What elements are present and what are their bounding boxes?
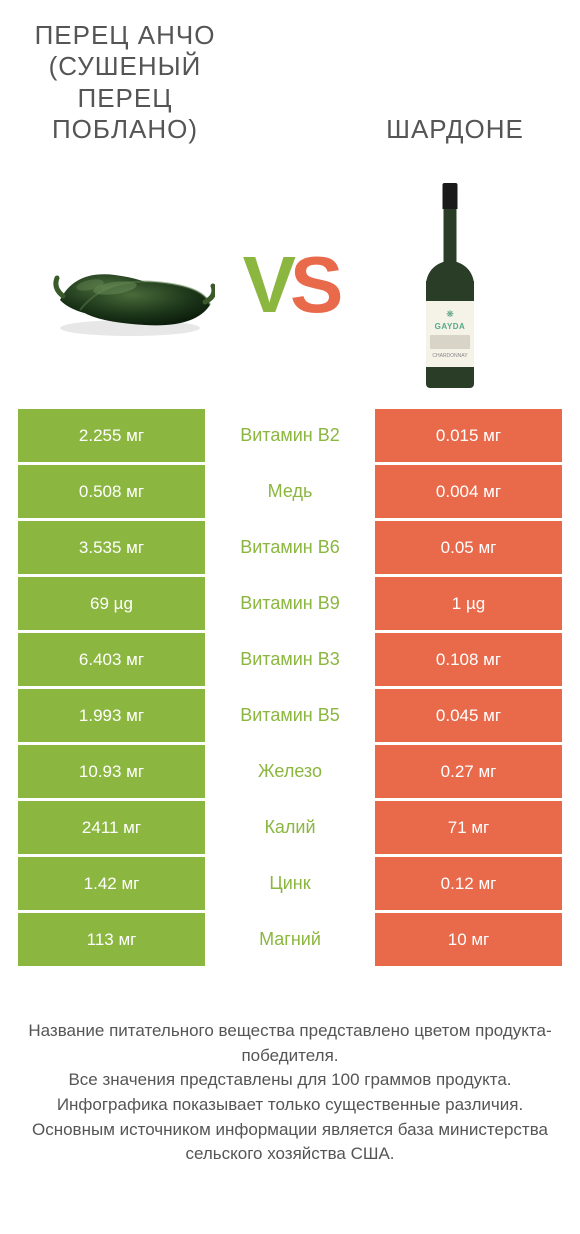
- footer-line-4: Основным источником информации является …: [24, 1118, 556, 1167]
- footer-notes: Название питательного вещества представл…: [0, 969, 580, 1167]
- right-product-image: ❋ GAYDA CHARDONNAY: [350, 183, 550, 388]
- table-row: 6.403 мгВитамин B30.108 мг: [18, 633, 562, 689]
- table-row: 10.93 мгЖелезо0.27 мг: [18, 745, 562, 801]
- vs-v: V: [243, 240, 290, 329]
- right-value-cell: 0.05 мг: [375, 521, 562, 574]
- right-product-title: Шардоне: [350, 114, 560, 175]
- left-value-cell: 3.535 мг: [18, 521, 205, 574]
- left-value-cell: 6.403 мг: [18, 633, 205, 686]
- nutrient-name-cell: Калий: [205, 801, 375, 854]
- right-value-cell: 10 мг: [375, 913, 562, 966]
- table-row: 0.508 мгМедь0.004 мг: [18, 465, 562, 521]
- wine-bottle-icon: ❋ GAYDA CHARDONNAY: [423, 183, 478, 388]
- left-value-cell: 1.42 мг: [18, 857, 205, 910]
- nutrient-name-cell: Витамин B2: [205, 409, 375, 462]
- right-value-cell: 0.045 мг: [375, 689, 562, 742]
- footer-line-1: Название питательного вещества представл…: [24, 1019, 556, 1068]
- left-value-cell: 113 мг: [18, 913, 205, 966]
- nutrient-name-cell: Витамин B3: [205, 633, 375, 686]
- left-value-cell: 10.93 мг: [18, 745, 205, 798]
- header: Перец анчо (сушеный перец поблано) Шардо…: [0, 0, 580, 175]
- right-value-cell: 1 µg: [375, 577, 562, 630]
- bottle-brand: GAYDA: [426, 322, 474, 331]
- nutrient-name-cell: Витамин B6: [205, 521, 375, 574]
- nutrient-name-cell: Витамин B9: [205, 577, 375, 630]
- left-product-image: [30, 230, 230, 340]
- left-value-cell: 0.508 мг: [18, 465, 205, 518]
- nutrient-name-cell: Цинк: [205, 857, 375, 910]
- left-value-cell: 2.255 мг: [18, 409, 205, 462]
- table-row: 2.255 мгВитамин B20.015 мг: [18, 409, 562, 465]
- product-images-row: VS ❋ GAYDA CHARDONNAY: [0, 175, 580, 395]
- pepper-icon: [45, 230, 215, 340]
- table-row: 69 µgВитамин B91 µg: [18, 577, 562, 633]
- vs-label: VS: [230, 239, 350, 331]
- vs-s: S: [290, 240, 337, 329]
- right-value-cell: 71 мг: [375, 801, 562, 854]
- table-row: 113 мгМагний10 мг: [18, 913, 562, 969]
- comparison-table: 2.255 мгВитамин B20.015 мг0.508 мгМедь0.…: [18, 407, 562, 969]
- footer-line-2: Все значения представлены для 100 граммо…: [24, 1068, 556, 1093]
- table-row: 2411 мгКалий71 мг: [18, 801, 562, 857]
- left-product-title: Перец анчо (сушеный перец поблано): [20, 20, 230, 175]
- right-value-cell: 0.12 мг: [375, 857, 562, 910]
- table-row: 3.535 мгВитамин B60.05 мг: [18, 521, 562, 577]
- right-value-cell: 0.004 мг: [375, 465, 562, 518]
- nutrient-name-cell: Витамин B5: [205, 689, 375, 742]
- right-value-cell: 0.27 мг: [375, 745, 562, 798]
- table-row: 1.993 мгВитамин B50.045 мг: [18, 689, 562, 745]
- left-value-cell: 69 µg: [18, 577, 205, 630]
- nutrient-name-cell: Железо: [205, 745, 375, 798]
- table-row: 1.42 мгЦинк0.12 мг: [18, 857, 562, 913]
- left-value-cell: 1.993 мг: [18, 689, 205, 742]
- footer-line-3: Инфографика показывает только существенн…: [24, 1093, 556, 1118]
- nutrient-name-cell: Магний: [205, 913, 375, 966]
- right-value-cell: 0.108 мг: [375, 633, 562, 686]
- nutrient-name-cell: Медь: [205, 465, 375, 518]
- right-value-cell: 0.015 мг: [375, 409, 562, 462]
- left-value-cell: 2411 мг: [18, 801, 205, 854]
